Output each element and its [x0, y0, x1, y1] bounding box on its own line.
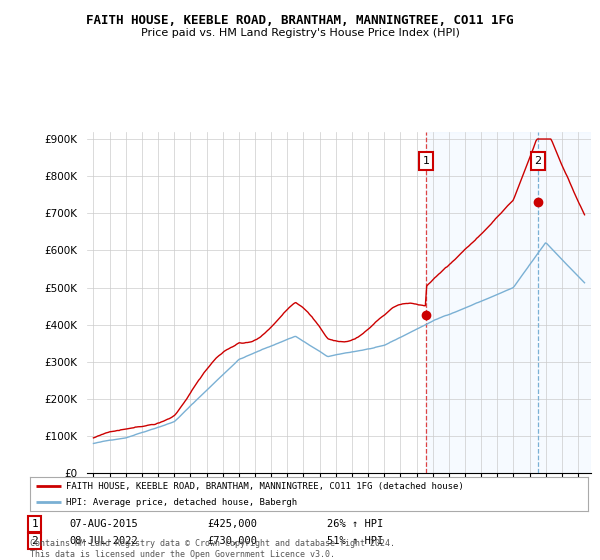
Text: HPI: Average price, detached house, Babergh: HPI: Average price, detached house, Babe… [66, 498, 298, 507]
Text: 51% ↑ HPI: 51% ↑ HPI [327, 536, 383, 546]
Text: 1: 1 [31, 519, 38, 529]
Text: 1: 1 [422, 156, 430, 166]
Text: FAITH HOUSE, KEEBLE ROAD, BRANTHAM, MANNINGTREE, CO11 1FG (detached house): FAITH HOUSE, KEEBLE ROAD, BRANTHAM, MANN… [66, 482, 464, 491]
Text: £730,000: £730,000 [207, 536, 257, 546]
Text: £425,000: £425,000 [207, 519, 257, 529]
Text: 26% ↑ HPI: 26% ↑ HPI [327, 519, 383, 529]
Text: 2: 2 [535, 156, 542, 166]
Text: Contains HM Land Registry data © Crown copyright and database right 2024.
This d: Contains HM Land Registry data © Crown c… [30, 539, 395, 559]
Text: 07-AUG-2015: 07-AUG-2015 [69, 519, 138, 529]
Text: Price paid vs. HM Land Registry's House Price Index (HPI): Price paid vs. HM Land Registry's House … [140, 28, 460, 38]
Bar [426, 132, 591, 473]
Text: 08-JUL-2022: 08-JUL-2022 [69, 536, 138, 546]
Text: 2: 2 [31, 536, 38, 546]
Text: FAITH HOUSE, KEEBLE ROAD, BRANTHAM, MANNINGTREE, CO11 1FG: FAITH HOUSE, KEEBLE ROAD, BRANTHAM, MANN… [86, 14, 514, 27]
